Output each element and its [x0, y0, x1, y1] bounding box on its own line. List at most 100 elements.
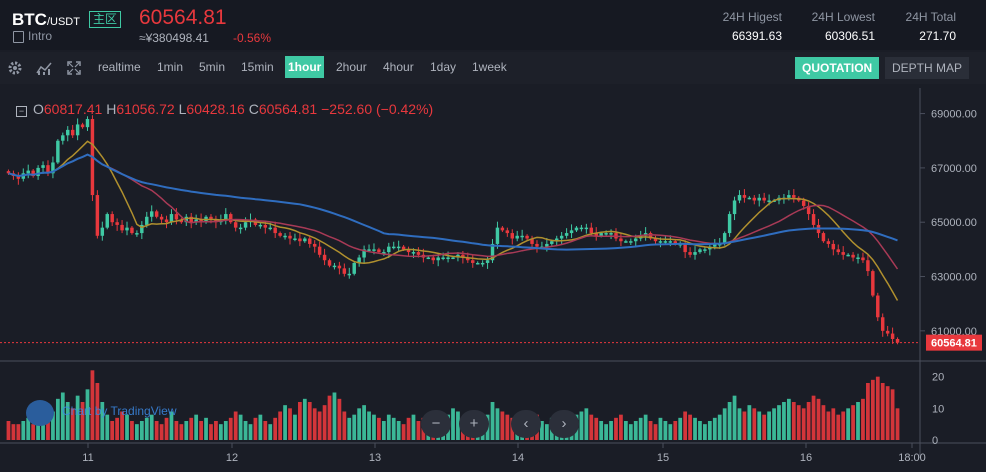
last-price-label: 60564.81: [931, 338, 977, 350]
candle-body: [880, 317, 885, 331]
interval-5min[interactable]: 5min: [199, 60, 226, 74]
candle-body: [703, 249, 707, 251]
candle-body: [382, 252, 386, 254]
volume-bar: [189, 417, 194, 440]
candle-body: [841, 252, 845, 255]
candle-body: [490, 243, 495, 261]
intro-link[interactable]: Intro: [28, 29, 53, 43]
volume-bar: [110, 421, 115, 440]
candle-body: [584, 227, 589, 230]
tradingview-logo-icon: [26, 400, 54, 426]
gear-icon[interactable]: [7, 60, 23, 76]
volume-bar: [703, 424, 707, 440]
candle-body: [317, 246, 322, 255]
candle-body: [115, 222, 119, 225]
volume-bar: [722, 408, 727, 440]
volume-bar: [747, 405, 752, 440]
candle-body: [145, 216, 149, 225]
interval-1week[interactable]: 1week: [472, 60, 507, 74]
volume-bar: [6, 421, 11, 440]
candle-body: [120, 224, 124, 231]
cny-price: ≈¥380498.41: [139, 31, 209, 45]
candle-body: [648, 233, 653, 239]
candle-body: [461, 254, 465, 258]
candle-body: [594, 233, 598, 236]
candle-body: [510, 233, 514, 239]
stat-label: 24H Lowest: [811, 10, 875, 24]
quotation-button[interactable]: QUOTATION: [795, 57, 880, 79]
volume-bar: [456, 411, 460, 440]
interval-2hour[interactable]: 2hour: [336, 60, 367, 74]
candle-body: [485, 260, 490, 263]
candle-body: [866, 260, 870, 272]
interval-1hour[interactable]: 1hour: [285, 56, 325, 78]
candle-body: [722, 233, 727, 244]
scroll-left-button[interactable]: ‹: [511, 410, 541, 438]
indicator-icon[interactable]: [36, 60, 52, 76]
stat-value: 60306.51: [824, 29, 875, 43]
interval-15min[interactable]: 15min: [241, 60, 274, 74]
volume-bar: [505, 414, 510, 440]
volume-bar: [584, 408, 589, 440]
interval-1day[interactable]: 1day: [430, 60, 457, 74]
volume-bar: [614, 417, 618, 440]
volume-bar: [880, 383, 885, 440]
candle-body: [426, 257, 431, 260]
candle-body: [831, 243, 836, 250]
candle-body: [268, 227, 272, 230]
scroll-right-button[interactable]: ›: [549, 410, 579, 438]
volume-bar: [604, 424, 608, 440]
document-icon[interactable]: [13, 31, 24, 43]
stat-24h-high: 24H Higest 66391.63: [720, 10, 782, 43]
price-chart[interactable]: 69000.0067000.0065000.0063000.0061000.00…: [0, 88, 986, 472]
fullscreen-icon[interactable]: [66, 60, 82, 76]
tradingview-watermark: Chart by TradingView: [62, 404, 177, 418]
volume-bar: [169, 411, 174, 440]
volume-bar: [712, 417, 717, 440]
pair-quote: /USDT: [46, 16, 80, 28]
candle-body: [554, 238, 559, 242]
candle-body: [298, 238, 302, 242]
collapse-icon[interactable]: −: [16, 106, 27, 117]
zoom-out-button[interactable]: −: [421, 410, 451, 438]
ohlc-high-label: H: [106, 101, 117, 117]
volume-bar: [451, 408, 455, 440]
volume-bar: [396, 421, 401, 440]
volume-bar: [302, 398, 307, 440]
candle-body: [480, 262, 485, 265]
interval-realtime[interactable]: realtime: [98, 60, 141, 74]
zoom-in-button[interactable]: +: [459, 410, 489, 438]
candle-body: [327, 260, 332, 266]
candle-body: [140, 224, 144, 234]
volume-bar: [386, 414, 391, 440]
volume-bar: [144, 417, 149, 440]
depth-map-button[interactable]: DEPTH MAP: [885, 57, 970, 79]
volume-bar: [223, 421, 228, 440]
interval-1min[interactable]: 1min: [157, 60, 184, 74]
volume-bar: [41, 417, 45, 440]
stat-24h-low: 24H Lowest 60306.51: [808, 10, 875, 43]
candle-body: [392, 246, 396, 249]
market-header: [0, 0, 986, 50]
volume-bar: [416, 421, 421, 440]
candle-body: [475, 262, 480, 265]
candle-body: [293, 238, 297, 241]
candle-body: [787, 195, 791, 198]
candle-body: [876, 295, 880, 318]
candle-body: [406, 249, 411, 253]
volume-bar: [752, 408, 757, 440]
candle-body: [826, 241, 831, 244]
candle-body: [288, 235, 292, 239]
volume-bar: [120, 411, 124, 440]
candle-body: [416, 252, 421, 255]
volume-axis-label: 0: [932, 435, 938, 447]
candle-body: [732, 200, 737, 215]
volume-bar: [149, 414, 154, 440]
candle-body: [243, 222, 248, 228]
price-change-pct: -0.56%: [233, 31, 272, 45]
volume-bar: [288, 408, 292, 440]
candle-body: [535, 243, 539, 247]
volume-bar: [115, 417, 120, 440]
volume-bar: [204, 417, 208, 440]
interval-4hour[interactable]: 4hour: [383, 60, 414, 74]
